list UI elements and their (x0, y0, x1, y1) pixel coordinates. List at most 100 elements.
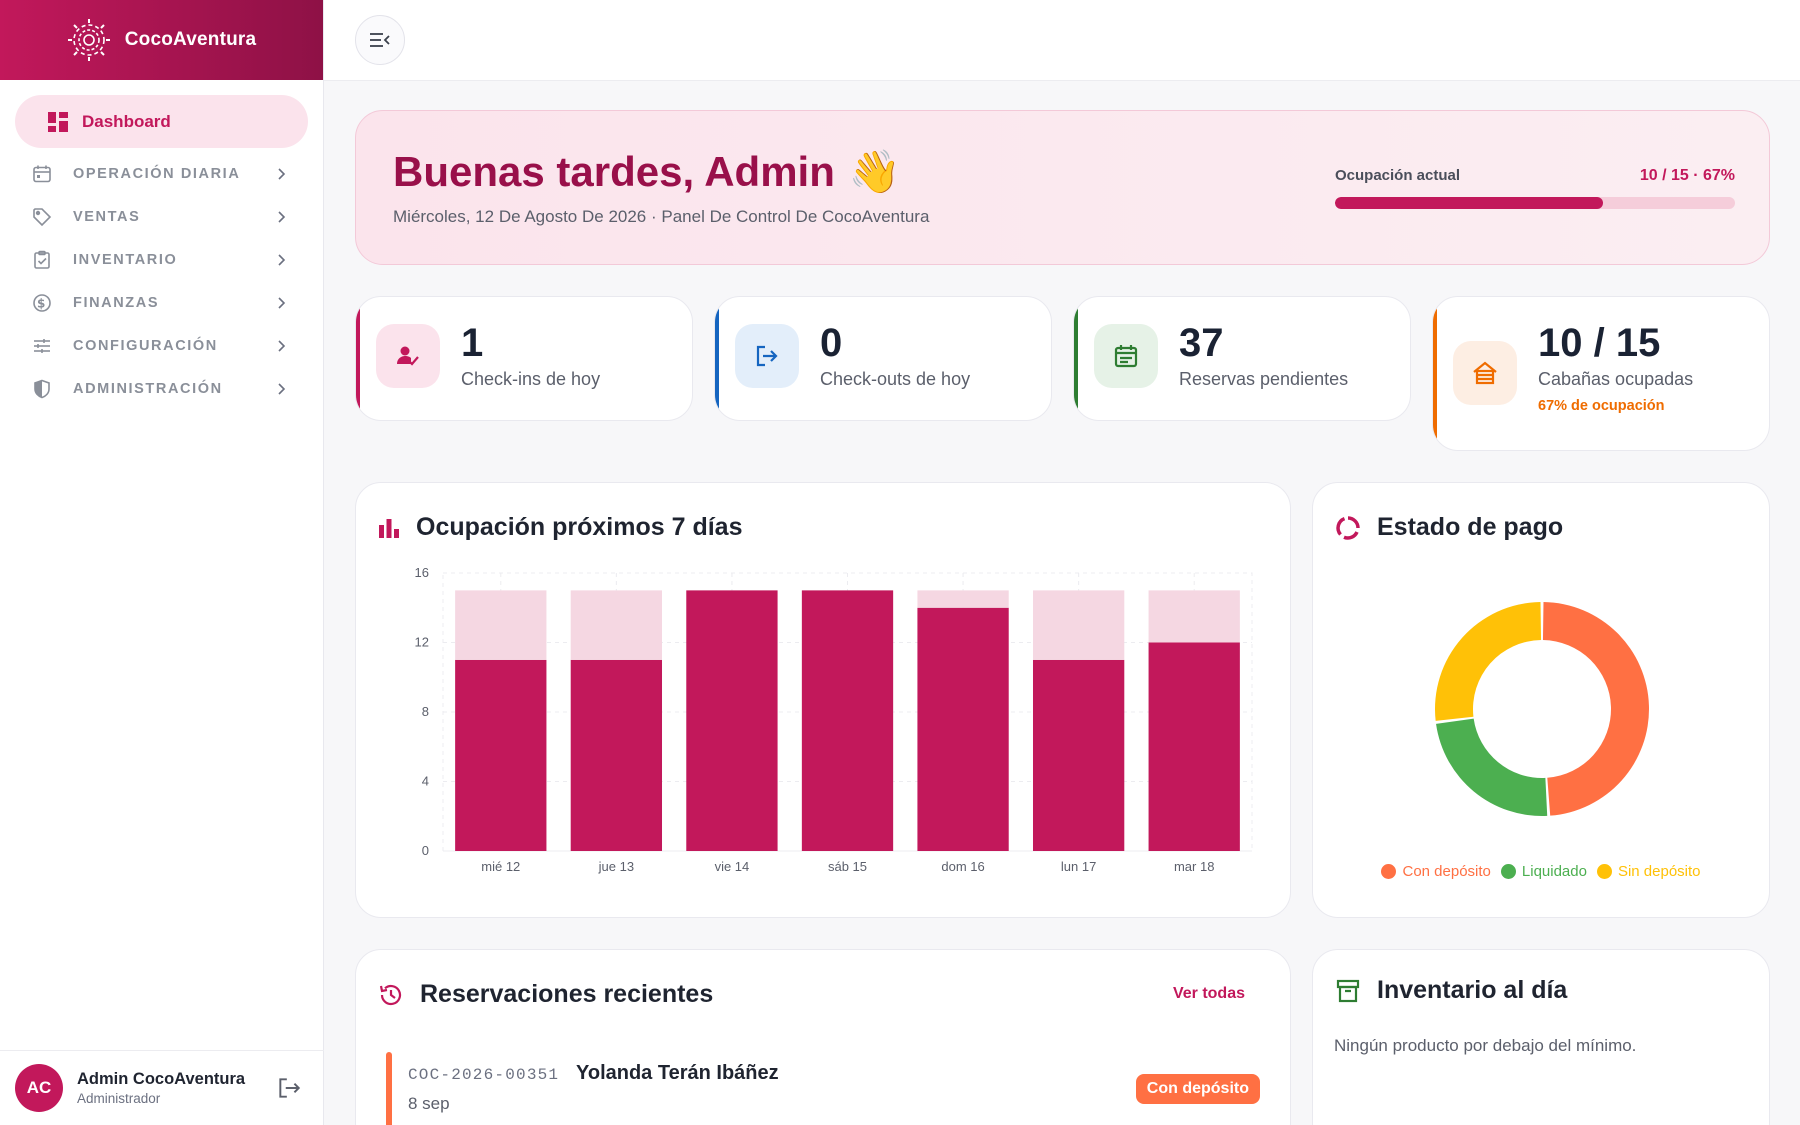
bar-occupied (917, 607, 1009, 851)
x-tick-label: jue 13 (598, 859, 634, 874)
payment-donut-chart (1435, 602, 1649, 816)
status-accent-bar (386, 1052, 392, 1125)
sidebar: CocoAventura Dashboard OPERACIÓN DIARIA … (0, 0, 324, 1125)
wave-emoji: 👋 (848, 147, 902, 196)
stat-value: 10 / 15 (1538, 321, 1661, 365)
inventory-panel: Inventario al día Ningún producto por de… (1312, 949, 1770, 1125)
user-info: Admin CocoAventura Administrador (77, 1070, 276, 1106)
user-check-icon (397, 346, 419, 366)
user-profile: AC Admin CocoAventura Administrador (0, 1050, 324, 1125)
occupancy-progress-fill (1335, 197, 1603, 209)
stat-accent-bar (715, 305, 719, 412)
x-tick-label: sáb 15 (828, 859, 867, 874)
chevron-right-icon (278, 167, 286, 180)
table-row[interactable]: COC-2026-00351 Yolanda Terán Ibáñez 8 se… (386, 1052, 1260, 1125)
logout-arrow-icon (756, 345, 778, 367)
y-tick-label: 0 (422, 843, 429, 858)
x-tick-label: mié 12 (481, 859, 520, 874)
reservation-code: COC-2026-00351 (408, 1066, 560, 1084)
stat-card-cabins-occupied[interactable]: 10 / 15 Cabañas ocupadas 67% de ocupació… (1432, 296, 1770, 451)
inventory-message: Ningún producto por debajo del mínimo. (1334, 1036, 1637, 1055)
occupancy-bar-chart: 0 4 8 12 16 mié 12 jue 13 vie 14 sáb 15 dom 16 lun… (415, 565, 1253, 874)
payment-status-panel: Estado de pago Con depósito Liquidado Sin … (1312, 482, 1770, 918)
donut-slice (1436, 718, 1548, 816)
sidebar-item-label: ADMINISTRACIÓN (73, 380, 223, 397)
y-tick-label: 4 (422, 774, 429, 789)
sidebar-item-operacion-diaria[interactable]: OPERACIÓN DIARIA (15, 152, 308, 195)
sun-logo-icon (67, 19, 110, 61)
bar-occupied (801, 590, 894, 851)
chevron-right-icon (278, 210, 286, 223)
donut-chart-icon (1336, 515, 1360, 540)
bar-available (917, 590, 1009, 608)
stat-icon-wrap (1453, 341, 1517, 405)
bar-occupied (1032, 659, 1125, 851)
avatar[interactable]: AC (15, 1064, 63, 1112)
user-name: Admin CocoAventura (77, 1070, 246, 1088)
reservation-date: 8 sep (408, 1094, 450, 1113)
sidebar-item-inventario[interactable]: INVENTARIO (15, 238, 308, 281)
stat-value: 0 (820, 321, 843, 365)
bar-occupied (686, 590, 778, 851)
y-tick-label: 8 (422, 704, 429, 719)
welcome-banner: Buenas tardes, Admin 👋 Miércoles, 12 De … (355, 110, 1770, 265)
recent-reservations-panel: Reservaciones recientes Ver todas COC-20… (355, 949, 1291, 1125)
stat-caption: Check-ins de hoy (461, 369, 601, 389)
legend-item[interactable]: Liquidado (1500, 863, 1587, 880)
logout-icon[interactable] (276, 1075, 302, 1101)
x-tick-label: vie 14 (715, 859, 750, 874)
collapse-sidebar-button[interactable] (355, 15, 405, 65)
bar-occupied (570, 659, 663, 851)
legend-item[interactable]: Sin depósito (1596, 863, 1701, 880)
legend-label: Sin depósito (1617, 863, 1701, 880)
stat-card-pending-reservations[interactable]: 37 Reservas pendientes (1073, 296, 1411, 421)
history-icon (379, 984, 402, 1005)
sidebar-item-finanzas[interactable]: $ FINANZAS (15, 281, 308, 324)
bar-chart-icon (379, 518, 399, 538)
stat-card-checkouts[interactable]: 0 Check-outs de hoy (714, 296, 1052, 421)
svg-text:$: $ (37, 296, 47, 310)
chevron-right-icon (278, 339, 286, 352)
stat-extra: 67% de ocupación (1538, 398, 1665, 414)
sidebar-nav: Dashboard OPERACIÓN DIARIA VENTAS INVENT… (0, 80, 323, 410)
sidebar-item-configuracion[interactable]: CONFIGURACIÓN (15, 324, 308, 367)
bar-available (1032, 590, 1125, 660)
see-all-link[interactable]: Ver todas (1172, 985, 1245, 1002)
chevron-right-icon (278, 382, 286, 395)
calendar-list-icon (1114, 345, 1138, 368)
panel-title: Ocupación próximos 7 días (378, 513, 742, 542)
bar-available (455, 590, 547, 660)
stat-accent-bar (356, 305, 360, 412)
stat-icon-wrap (376, 324, 440, 388)
sidebar-item-label: Dashboard (82, 111, 171, 131)
occupancy-progress-bar (1335, 197, 1735, 209)
sidebar-item-label: VENTAS (73, 208, 141, 225)
bar-occupied (1148, 642, 1240, 851)
stat-caption: Reservas pendientes (1179, 369, 1349, 389)
bar-occupied (455, 659, 547, 851)
stat-caption: Cabañas ocupadas (1538, 369, 1694, 389)
occupancy-chart-panel: Ocupación próximos 7 días 0 4 8 12 16 mié 12 j… (355, 482, 1291, 918)
panel-title: Inventario al día (1335, 976, 1567, 1005)
archive-icon (1336, 979, 1360, 1002)
legend-item[interactable]: Con depósito (1381, 863, 1491, 880)
stat-card-checkins[interactable]: 1 Check-ins de hoy (355, 296, 693, 421)
x-tick-label: lun 17 (1061, 859, 1096, 874)
legend-swatch (1500, 864, 1516, 879)
sidebar-item-ventas[interactable]: VENTAS (15, 195, 308, 238)
sidebar-item-dashboard[interactable]: Dashboard (15, 95, 308, 148)
panel-title: Estado de pago (1335, 513, 1563, 542)
brand-header[interactable]: CocoAventura (0, 0, 323, 80)
user-role: Administrador (77, 1091, 161, 1106)
bar-available (570, 590, 663, 660)
bar-available (1148, 590, 1240, 643)
sidebar-item-administracion[interactable]: ADMINISTRACIÓN (15, 367, 308, 410)
clipboard-check-icon (31, 249, 53, 271)
status-badge: Con depósito (1135, 1074, 1260, 1104)
sidebar-item-label: CONFIGURACIÓN (73, 337, 218, 354)
panel-title-text: Reservaciones recientes (420, 980, 714, 1008)
shield-icon (31, 378, 53, 400)
stat-accent-bar (1433, 305, 1437, 442)
sidebar-item-label: FINANZAS (73, 294, 160, 311)
stat-accent-bar (1074, 305, 1078, 412)
